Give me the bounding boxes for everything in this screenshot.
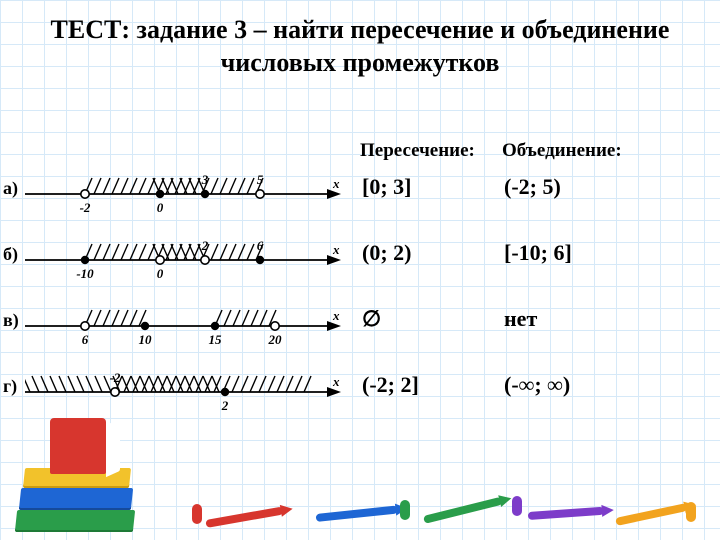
svg-text:-2: -2: [110, 370, 121, 385]
rows-container: а) x -2 0 3 5 [0; 3] (-2; 5) б) x -10 0 2 6 (0; 2) [-10…: [0, 170, 720, 434]
answer-intersection: [0; 3]: [362, 174, 411, 200]
row-b: б) x -10 0 2 6 (0; 2) [-10; 6]: [0, 236, 720, 296]
svg-text:10: 10: [139, 332, 153, 347]
header-union: Объединение:: [502, 140, 622, 162]
row-label: г): [3, 376, 17, 397]
pens-decor: [186, 474, 706, 534]
row-label: б): [3, 244, 18, 265]
svg-text:0: 0: [157, 200, 164, 215]
svg-text:6: 6: [82, 332, 89, 347]
svg-text:x: x: [332, 176, 340, 191]
svg-text:6: 6: [257, 238, 264, 253]
svg-text:x: x: [332, 242, 340, 257]
svg-text:15: 15: [209, 332, 223, 347]
answer-intersection: (-2; 2]: [362, 372, 419, 398]
row-label: в): [3, 310, 19, 331]
svg-text:-2: -2: [80, 200, 91, 215]
answer-union: (-2; 5): [504, 174, 561, 200]
pen-decor: [316, 505, 398, 522]
answer-intersection: (0; 2): [362, 240, 411, 266]
row-g: г) x -2 2 (-2; 2] (-∞; ∞): [0, 368, 720, 428]
svg-text:5: 5: [257, 172, 264, 187]
svg-text:-10: -10: [76, 266, 94, 281]
header-intersection: Пересечение:: [360, 140, 475, 162]
pen-decor: [615, 503, 687, 526]
row-label: а): [3, 178, 18, 199]
number-line: x 6 10 15 20: [25, 302, 345, 352]
pen-decor: [528, 507, 604, 520]
pen-decor: [205, 507, 283, 528]
row-v: в) x 6 10 15 20 ∅ нет: [0, 302, 720, 362]
svg-text:0: 0: [157, 266, 164, 281]
number-line: x -2 0 3 5: [25, 170, 345, 220]
answer-union: нет: [504, 306, 537, 332]
number-line: x -2 2: [25, 368, 345, 418]
answer-intersection: ∅: [362, 306, 381, 332]
answer-union: [-10; 6]: [504, 240, 572, 266]
page-title: ТЕСТ: задание 3 – найти пересечение и об…: [0, 0, 720, 79]
svg-text:20: 20: [268, 332, 283, 347]
pen-cap-decor: [512, 496, 522, 516]
svg-text:2: 2: [221, 398, 229, 413]
pen-cap-decor: [192, 504, 202, 524]
answer-union: (-∞; ∞): [504, 372, 570, 398]
pen-cap-decor: [400, 500, 410, 520]
svg-text:2: 2: [201, 238, 209, 253]
books-decor: [10, 422, 150, 532]
svg-text:x: x: [332, 374, 340, 389]
svg-text:x: x: [332, 308, 340, 323]
pen-cap-decor: [686, 502, 696, 522]
row-a: а) x -2 0 3 5 [0; 3] (-2; 5): [0, 170, 720, 230]
svg-text:3: 3: [201, 172, 209, 187]
pen-decor: [423, 497, 503, 524]
number-line: x -10 0 2 6: [25, 236, 345, 286]
